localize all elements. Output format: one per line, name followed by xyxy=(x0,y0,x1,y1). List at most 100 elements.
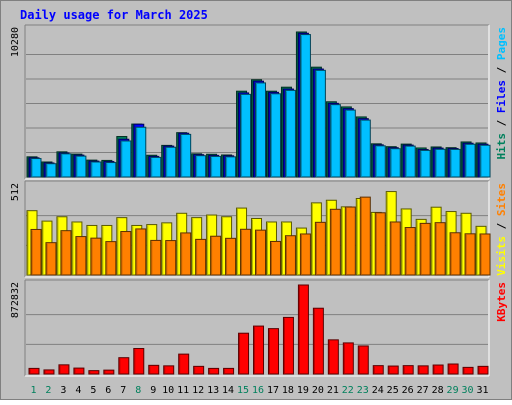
bar-pages xyxy=(404,145,416,178)
x-tick-label: 28 xyxy=(432,385,444,396)
x-tick-label: 16 xyxy=(252,385,264,396)
bar-kbytes xyxy=(462,366,474,375)
legend-files: Files xyxy=(495,80,508,113)
bar-sites xyxy=(75,236,87,276)
x-tick-label: 17 xyxy=(267,385,279,396)
bar-pages xyxy=(449,148,461,178)
bar-pages xyxy=(135,126,147,178)
x-tick-label: 22 xyxy=(342,385,354,396)
x-tick-label: 27 xyxy=(417,385,429,396)
panel-visits: 512 Visits / Sites xyxy=(10,180,508,278)
x-tick-label: 2 xyxy=(45,385,51,396)
x-tick-label: 15 xyxy=(237,385,249,396)
bar-kbytes xyxy=(103,369,115,375)
bar-pages xyxy=(165,146,177,178)
bar-pages xyxy=(269,93,281,178)
bar-sites xyxy=(255,229,267,276)
bar-kbytes xyxy=(43,369,55,375)
x-tick-label: 13 xyxy=(207,385,219,396)
bar-sites xyxy=(464,233,476,276)
bar-sites xyxy=(195,238,207,276)
bar-kbytes xyxy=(312,307,324,375)
legend-kbytes: KBytes xyxy=(495,282,508,322)
x-tick-label: 3 xyxy=(60,385,66,396)
bar-kbytes xyxy=(297,284,309,375)
bar-pages xyxy=(195,155,207,178)
bar-pages xyxy=(299,34,311,178)
panel-kbytes-max-label: 872832 xyxy=(10,282,21,318)
x-tick-label: 7 xyxy=(120,385,126,396)
bar-kbytes xyxy=(118,357,130,375)
bar-pages xyxy=(75,155,87,178)
bar-sites xyxy=(165,240,177,276)
x-tick-label: 24 xyxy=(372,385,384,396)
bar-kbytes xyxy=(133,348,145,375)
panels-layer: 10280 Hits / Files / Pages 512 Visits / Sit… xyxy=(10,24,508,377)
bar-kbytes xyxy=(178,353,190,375)
x-tick-label: 5 xyxy=(90,385,96,396)
legend-pages: Pages xyxy=(495,27,508,60)
bar-sites xyxy=(225,237,237,276)
bar-pages xyxy=(255,82,267,178)
bar-sites xyxy=(90,237,102,276)
bar-sites xyxy=(210,235,222,276)
x-tick-label: 23 xyxy=(357,385,369,396)
bar-pages xyxy=(45,163,57,178)
bar-sites xyxy=(329,208,341,276)
panel-visits-axis-legend: Visits / Sites xyxy=(495,183,508,276)
bar-kbytes xyxy=(477,365,489,375)
bar-pages xyxy=(464,143,476,178)
chart-title: Daily usage for March 2025 xyxy=(20,8,208,22)
bar-kbytes xyxy=(282,316,294,375)
bar-pages xyxy=(314,69,326,178)
x-tick-label: 14 xyxy=(222,385,234,396)
bar-pages xyxy=(434,148,446,178)
bar-sites xyxy=(314,221,326,276)
bar-pages xyxy=(240,93,252,178)
x-tick-label: 29 xyxy=(447,385,459,396)
bar-sites xyxy=(419,222,431,276)
bar-pages xyxy=(374,145,386,178)
bar-kbytes xyxy=(223,367,235,375)
legend-visits: Visits xyxy=(495,236,508,276)
bar-sites xyxy=(45,242,57,276)
bar-kbytes xyxy=(193,365,205,375)
bar-kbytes xyxy=(148,364,160,375)
bar-kbytes xyxy=(327,339,339,375)
bar-sites xyxy=(150,239,162,276)
bar-kbytes xyxy=(387,365,399,375)
bar-kbytes xyxy=(342,342,354,375)
bar-pages xyxy=(479,144,491,178)
x-tick-label: 8 xyxy=(135,385,141,396)
bar-sites xyxy=(434,222,446,276)
bar-sites xyxy=(105,241,117,276)
bar-pages xyxy=(105,162,117,178)
x-tick-label: 6 xyxy=(105,385,111,396)
bar-sites xyxy=(60,230,72,276)
x-tick-label: 19 xyxy=(297,385,309,396)
bar-pages xyxy=(120,140,132,178)
bar-sites xyxy=(120,231,132,276)
x-tick-labels: 1 2 3 4 5 6 7 8 9 10 11 12 13 14 15 16 17 18 19 20 21 22 23 24 2… xyxy=(30,385,488,396)
bar-sites xyxy=(284,235,296,276)
panel-hits-axis-legend: Hits / Files / Pages xyxy=(495,27,508,160)
bar-kbytes xyxy=(73,367,85,375)
bar-pages xyxy=(150,156,162,178)
bar-kbytes xyxy=(163,365,175,375)
bar-pages xyxy=(329,104,341,178)
legend-separator: / xyxy=(495,60,508,80)
x-tick-label: 25 xyxy=(387,385,399,396)
bar-sites xyxy=(374,212,386,276)
panel-hits-max-label: 10280 xyxy=(10,27,21,57)
panel-visits-max-label: 512 xyxy=(10,183,21,201)
bar-kbytes xyxy=(253,325,265,375)
bar-pages xyxy=(210,155,222,178)
bar-sites xyxy=(299,233,311,276)
bar-kbytes xyxy=(208,367,220,375)
bar-sites xyxy=(404,227,416,276)
bar-pages xyxy=(389,148,401,178)
bar-kbytes xyxy=(432,364,444,375)
x-tick-label: 4 xyxy=(75,385,81,396)
bar-sites xyxy=(135,228,147,276)
